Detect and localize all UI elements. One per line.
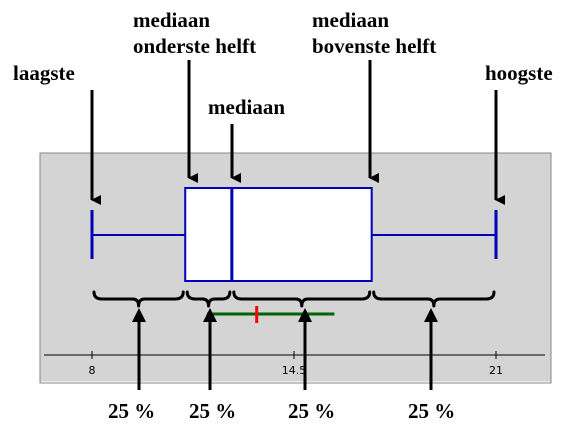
label-highest: hoogste xyxy=(485,61,553,85)
axis-tick-label: 14.5 xyxy=(282,364,307,377)
quartile-brace xyxy=(185,290,232,308)
axis-tick-label: 21 xyxy=(489,364,503,377)
percent-label-4: 25 % xyxy=(408,399,455,423)
label-median-lower-2: onderste helft xyxy=(133,34,256,58)
percent-label-1: 25 % xyxy=(108,399,155,423)
label-lowest: laagste xyxy=(13,61,75,85)
percent-label-2: 25 % xyxy=(189,399,236,423)
quartile-brace xyxy=(232,290,372,308)
label-median-lower-1: mediaan xyxy=(133,8,210,32)
label-median-upper-2: bovenste helft xyxy=(312,34,436,58)
quartile-brace xyxy=(372,290,496,308)
axis-tick-label: 8 xyxy=(89,364,96,377)
label-median: mediaan xyxy=(208,95,285,119)
quartile-brace xyxy=(92,290,185,308)
label-median-upper-1: mediaan xyxy=(312,8,389,32)
bottom-arrows xyxy=(132,308,438,390)
iqr-box xyxy=(184,187,373,282)
percent-label-3: 25 % xyxy=(288,399,335,423)
box-plot xyxy=(90,187,498,282)
axis-ticks: 8 14.5 21 xyxy=(89,351,503,377)
quartile-braces xyxy=(92,290,496,308)
